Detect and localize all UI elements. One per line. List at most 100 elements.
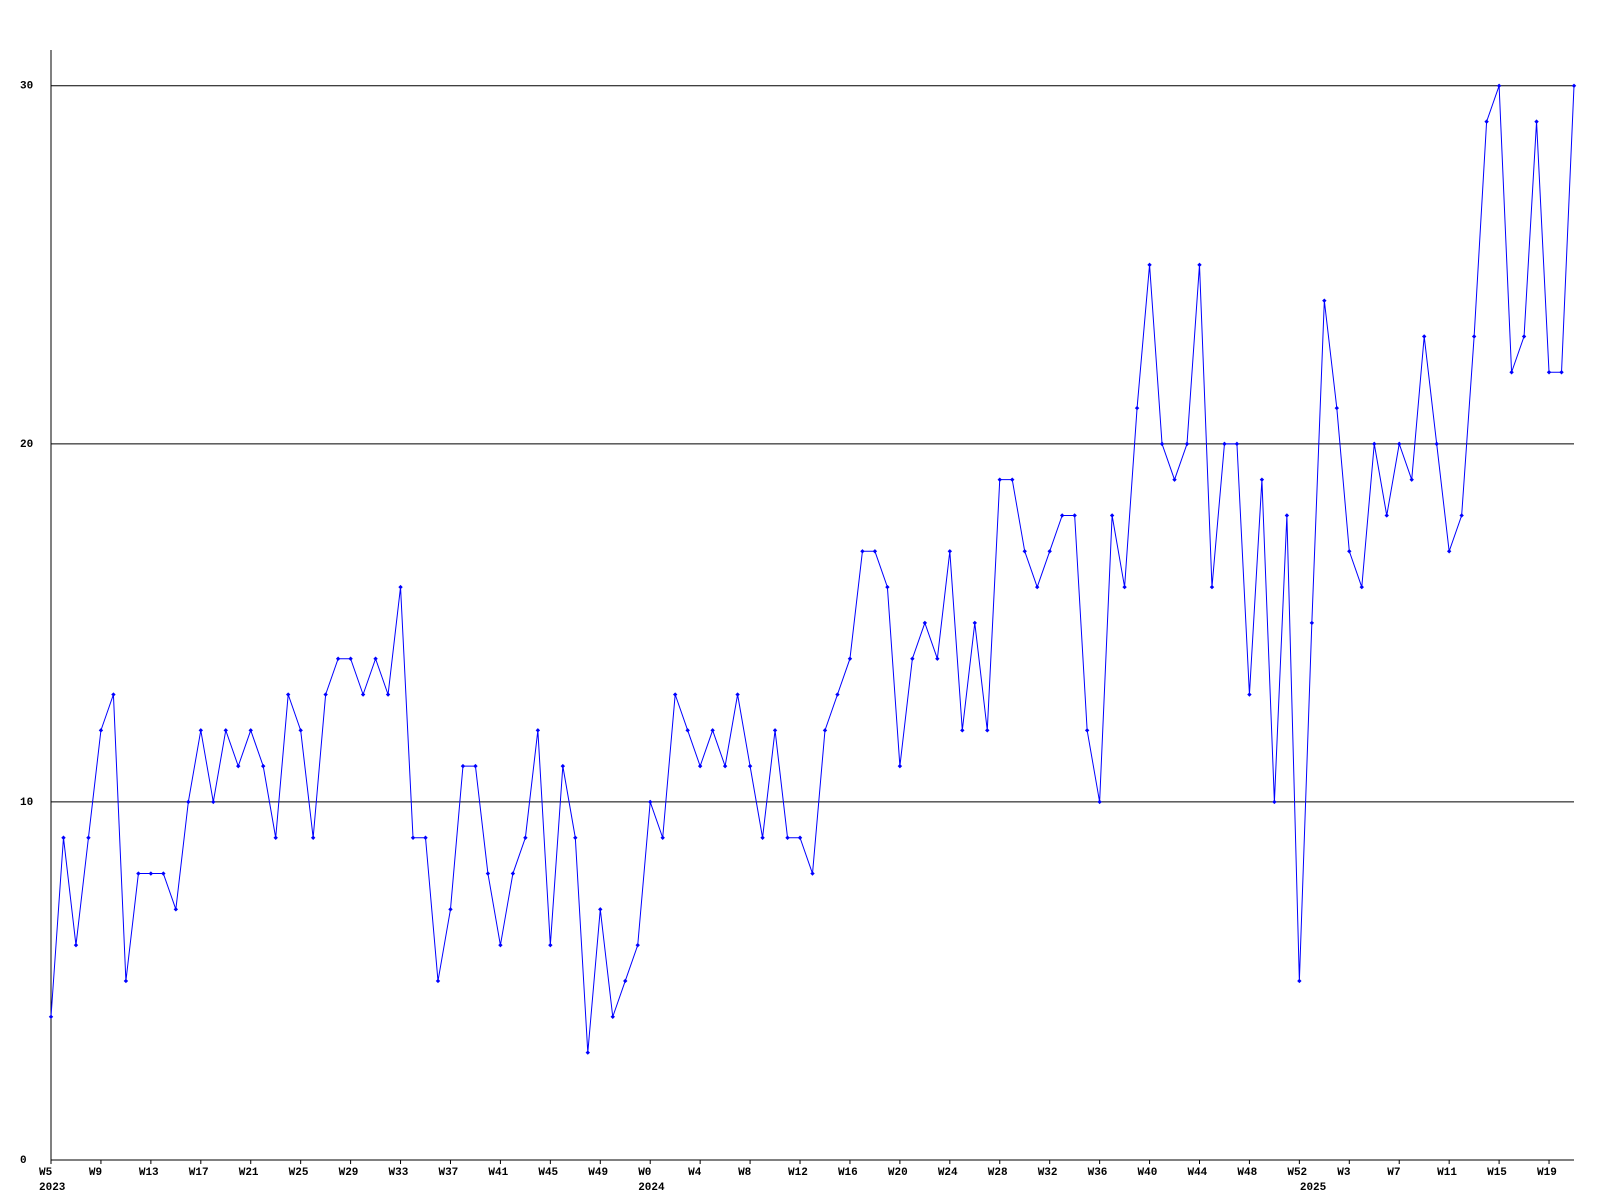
point-marker — [648, 799, 653, 805]
point-marker — [1334, 405, 1340, 411]
x-tick-label: W45 — [538, 1167, 558, 1179]
x-tick-label: W3 — [1337, 1167, 1351, 1179]
x-tick-label: W44 — [1187, 1167, 1207, 1179]
point-marker — [672, 692, 678, 697]
point-marker — [960, 728, 965, 733]
point-marker — [1559, 370, 1564, 375]
x-tick-label: W0 — [638, 1167, 651, 1179]
point-marker — [860, 549, 865, 554]
point-marker — [448, 907, 453, 912]
point-marker — [1272, 799, 1277, 805]
x-tick-label: W7 — [1387, 1167, 1400, 1179]
x-tick-label: W9 — [89, 1167, 102, 1179]
point-marker — [1459, 513, 1464, 518]
x-tick-label: W13 — [139, 1167, 159, 1179]
point-marker — [1571, 83, 1577, 89]
series-line — [50, 85, 1575, 1053]
point-marker — [61, 835, 66, 840]
point-marker — [810, 871, 815, 876]
point-marker — [722, 763, 728, 769]
point-marker — [847, 656, 853, 661]
point-marker — [747, 763, 753, 769]
point-marker — [1059, 513, 1065, 518]
point-marker — [1134, 405, 1140, 411]
x-tick-label: W37 — [438, 1167, 458, 1179]
point-marker — [535, 728, 541, 733]
y-tick-label: 30 — [20, 81, 33, 93]
point-marker — [548, 942, 553, 948]
point-marker — [186, 799, 191, 805]
point-marker — [473, 763, 478, 769]
point-marker — [148, 871, 154, 876]
point-marker — [1421, 334, 1427, 339]
point-marker — [123, 978, 129, 984]
point-marker — [348, 656, 353, 661]
point-marker — [211, 799, 216, 805]
x-tick-label: W29 — [339, 1167, 359, 1179]
point-marker — [897, 763, 903, 769]
point-marker — [423, 835, 428, 840]
x-tick-label: W16 — [838, 1167, 858, 1179]
point-marker — [1347, 549, 1352, 554]
point-marker — [435, 978, 441, 984]
point-marker — [1122, 584, 1127, 590]
x-tick-label: W20 — [888, 1167, 908, 1179]
point-marker — [385, 692, 391, 697]
point-marker — [1434, 441, 1439, 447]
point-marker — [360, 692, 366, 697]
x-tick-label: W32 — [1038, 1167, 1058, 1179]
point-marker — [1172, 477, 1177, 482]
point-marker — [797, 835, 803, 840]
point-marker — [1397, 441, 1402, 447]
point-marker — [610, 1014, 615, 1019]
point-marker — [1084, 728, 1090, 733]
x-tick-label: W40 — [1138, 1167, 1158, 1179]
point-marker — [310, 835, 316, 840]
point-marker — [1209, 584, 1215, 590]
point-marker — [685, 728, 690, 733]
point-marker — [785, 835, 790, 840]
point-marker — [1035, 584, 1040, 590]
x-tick-label: W21 — [239, 1167, 259, 1179]
point-marker — [872, 549, 878, 554]
point-marker — [335, 656, 341, 661]
x-tick-label: W15 — [1487, 1167, 1507, 1179]
x-tick-label: W52 — [1287, 1167, 1307, 1179]
point-marker — [1521, 334, 1527, 339]
point-marker — [1471, 334, 1477, 339]
point-marker — [760, 835, 765, 840]
point-marker — [248, 728, 253, 733]
point-marker — [1484, 119, 1489, 124]
point-marker — [1197, 262, 1202, 268]
y-tick-label: 10 — [20, 797, 33, 809]
point-marker — [885, 584, 890, 590]
x-tick-label: W33 — [389, 1167, 409, 1179]
point-marker — [1509, 370, 1514, 375]
y-tick-label: 0 — [20, 1155, 27, 1167]
point-marker — [1322, 298, 1327, 303]
point-marker — [1372, 441, 1377, 447]
point-marker — [1384, 513, 1389, 518]
point-marker — [1159, 441, 1165, 447]
point-marker — [1409, 477, 1414, 482]
point-marker — [822, 728, 828, 733]
point-marker — [660, 835, 665, 840]
point-marker — [635, 942, 640, 948]
point-marker — [585, 1050, 590, 1055]
x-tick-label: W49 — [588, 1167, 608, 1179]
point-marker — [947, 549, 953, 554]
point-marker — [735, 692, 740, 697]
point-marker — [598, 907, 603, 912]
x-tick-label: W5 — [39, 1167, 53, 1179]
x-tick-label: W28 — [988, 1167, 1008, 1179]
x-tick-label: W25 — [289, 1167, 309, 1179]
x-tick-label: W12 — [788, 1167, 808, 1179]
point-marker — [985, 728, 990, 733]
x-year-label: 2025 — [1300, 1182, 1327, 1194]
point-marker — [1496, 83, 1502, 89]
y-tick-label: 20 — [20, 439, 33, 451]
x-tick-label: W4 — [688, 1167, 702, 1179]
point-marker — [997, 477, 1002, 482]
point-marker — [510, 871, 516, 876]
